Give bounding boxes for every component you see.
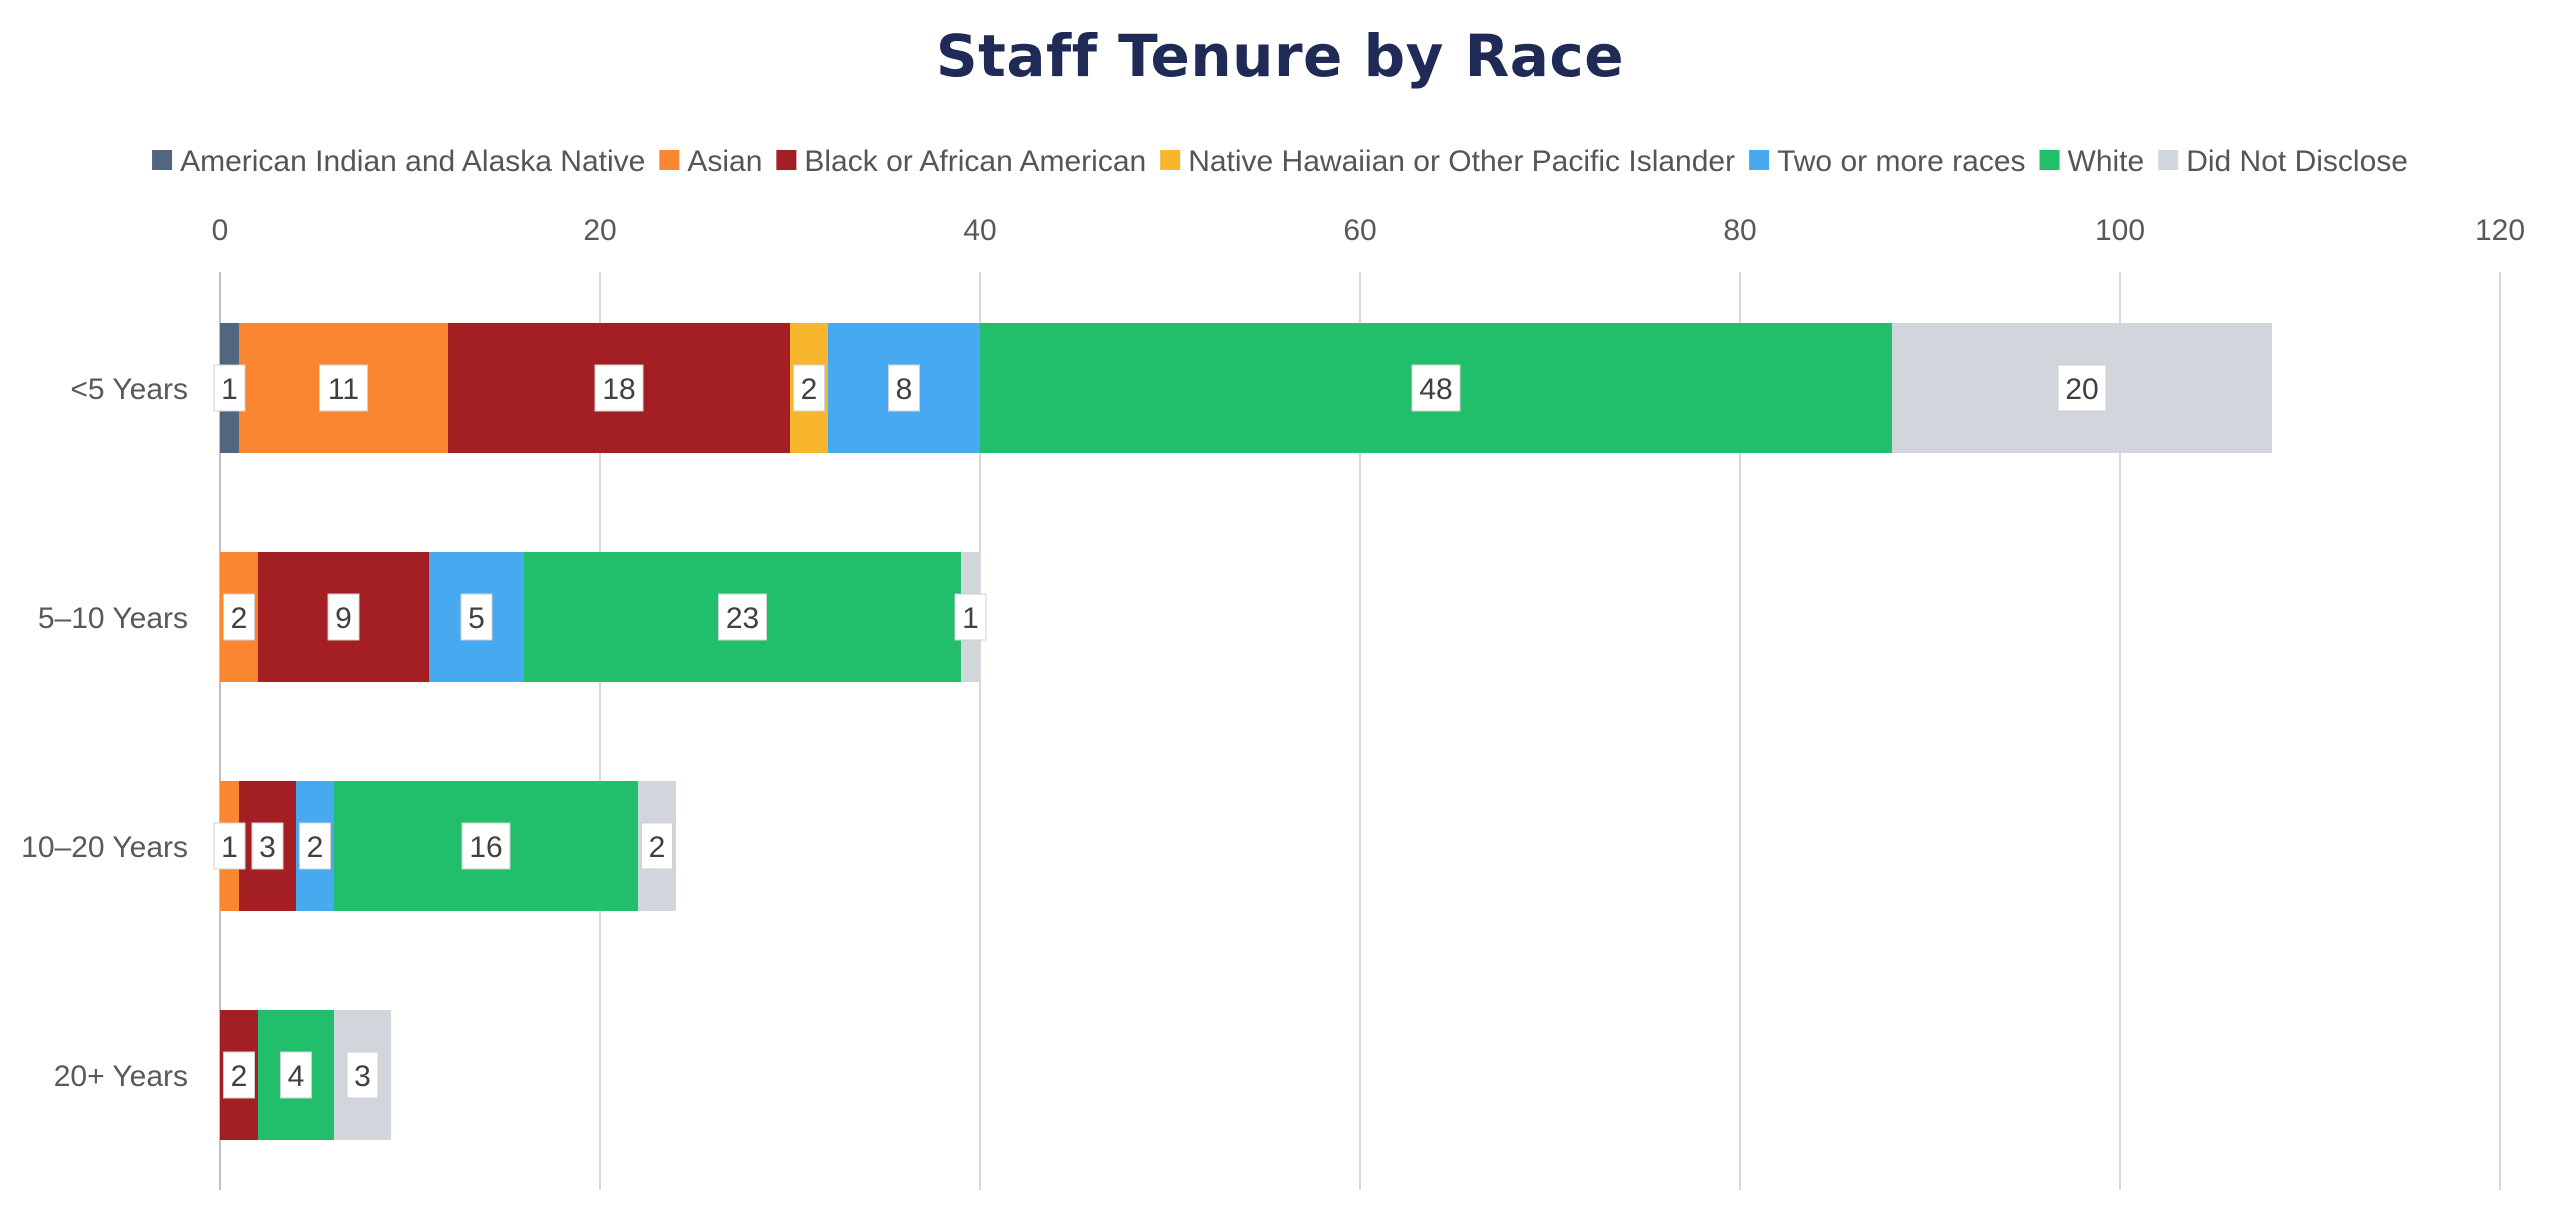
data-label-text: 2 [649, 831, 666, 864]
legend-swatch [2158, 150, 2179, 170]
legend-label: Asian [687, 145, 762, 178]
data-label-text: 1 [221, 831, 238, 864]
legend-item-did-not-disclose: Did Not Disclose [2158, 145, 2408, 178]
data-label-text: 23 [726, 602, 759, 635]
data-label-box [223, 593, 255, 641]
data-label-10-20-years-black-or-african-american: 3 [251, 822, 284, 870]
data-label-text: 4 [288, 1060, 305, 1093]
legend-swatch [1749, 150, 1770, 170]
data-label-box [280, 1051, 312, 1099]
data-label-box [2057, 364, 2107, 412]
data-labels: 1 11 18 2 8 48 202 9 5 23 11 3 2 16 22 4 3 [213, 364, 2107, 1099]
data-label-box [954, 593, 987, 641]
x-tick-label-80: 80 [1723, 214, 1756, 247]
data-label-20-years-white: 4 [280, 1051, 312, 1099]
data-label-text: 5 [468, 602, 485, 635]
legend-label: Two or more races [1777, 145, 2025, 178]
legend-swatch [776, 150, 797, 170]
data-label-5-years-asian: 11 [319, 364, 368, 412]
data-label-box [319, 364, 368, 412]
legend-label: American Indian and Alaska Native [180, 145, 645, 178]
category-label-5-10-years: 5–10 Years [38, 602, 188, 635]
data-label-text: 2 [307, 831, 324, 864]
category-label-20-years: 20+ Years [54, 1060, 188, 1093]
data-label-box [718, 593, 767, 641]
data-label-text: 1 [962, 602, 979, 635]
data-label-5-years-black-or-african-american: 18 [594, 364, 644, 412]
chart-title: Staff Tenure by Race [935, 22, 1625, 90]
data-label-text: 1 [221, 373, 238, 406]
data-label-box [251, 822, 284, 870]
data-label-box [299, 822, 331, 870]
legend-item-two-or-more-races: Two or more races [1749, 145, 2026, 178]
data-label-10-20-years-two-or-more-races: 2 [299, 822, 331, 870]
data-label-text: 2 [231, 602, 248, 635]
data-label-text: 2 [801, 373, 818, 406]
data-label-5-years-did-not-disclose: 20 [2057, 364, 2107, 412]
bars [220, 323, 2272, 1140]
legend-item-white: White [2039, 145, 2145, 178]
data-label-text: 18 [602, 373, 635, 406]
x-tick-label-40: 40 [963, 214, 996, 247]
data-label-5-10-years-asian: 2 [223, 593, 255, 641]
data-label-text: 3 [259, 831, 276, 864]
data-label-text: 8 [896, 373, 913, 406]
data-label-5-years-american-indian-and-alaska-native: 1 [213, 364, 246, 412]
data-label-5-years-two-or-more-races: 8 [888, 364, 920, 412]
data-label-5-years-white: 48 [1411, 364, 1461, 412]
legend-label: Did Not Disclose [2186, 145, 2408, 178]
data-label-box [327, 593, 360, 641]
data-label-text: 11 [328, 373, 359, 406]
legend-label: Black or African American [804, 145, 1146, 178]
data-label-box [641, 822, 673, 870]
legend-swatch [659, 150, 680, 170]
legend-item-native-hawaiian-or-other-pacific-islander: Native Hawaiian or Other Pacific Islande… [1160, 145, 1735, 178]
data-label-box [460, 593, 493, 641]
data-label-box [594, 364, 644, 412]
data-label-box [213, 822, 246, 870]
category-label-5-years: <5 Years [70, 373, 188, 406]
data-label-box [346, 1051, 379, 1099]
data-label-5-10-years-white: 23 [718, 593, 767, 641]
x-axis-ticks: 0 20 40 60 80 100 120 [212, 214, 2525, 247]
legend-swatch [152, 150, 173, 170]
data-label-box [888, 364, 920, 412]
category-label-10-20-years: 10–20 Years [21, 831, 188, 864]
data-label-10-20-years-did-not-disclose: 2 [641, 822, 673, 870]
data-label-box [223, 1051, 255, 1099]
x-tick-label-20: 20 [583, 214, 616, 247]
x-tick-label-100: 100 [2095, 214, 2145, 247]
data-label-5-years-native-hawaiian-or-other-pacific-islander: 2 [793, 364, 825, 412]
x-tick-label-0: 0 [212, 214, 229, 247]
data-label-10-20-years-asian: 1 [213, 822, 246, 870]
legend-label: Native Hawaiian or Other Pacific Islande… [1188, 145, 1735, 178]
data-label-box [461, 822, 511, 870]
data-label-box [793, 364, 825, 412]
data-label-20-years-did-not-disclose: 3 [346, 1051, 379, 1099]
data-label-box [1411, 364, 1461, 412]
data-label-text: 3 [354, 1060, 371, 1093]
legend-swatch [2039, 150, 2060, 170]
data-label-5-10-years-did-not-disclose: 1 [954, 593, 987, 641]
data-label-5-10-years-black-or-african-american: 9 [327, 593, 360, 641]
legend-label: White [2068, 145, 2145, 178]
legend-item-black-or-african-american: Black or African American [776, 145, 1146, 178]
data-label-text: 20 [2065, 373, 2098, 406]
data-label-5-10-years-two-or-more-races: 5 [460, 593, 493, 641]
data-label-text: 9 [335, 602, 352, 635]
data-label-text: 48 [1419, 373, 1452, 406]
data-label-20-years-black-or-african-american: 2 [223, 1051, 255, 1099]
legend-item-american-indian-and-alaska-native: American Indian and Alaska Native [152, 145, 645, 178]
data-label-10-20-years-white: 16 [461, 822, 511, 870]
data-label-text: 16 [469, 831, 502, 864]
legend: American Indian and Alaska Native Asian Bl… [152, 145, 2408, 178]
data-label-box [213, 364, 246, 412]
legend-item-asian: Asian [659, 145, 762, 178]
x-tick-label-60: 60 [1343, 214, 1376, 247]
x-tick-label-120: 120 [2475, 214, 2525, 247]
category-labels: <5 Years 5–10 Years 10–20 Years 20+ Years [21, 373, 188, 1093]
data-label-text: 2 [231, 1060, 248, 1093]
legend-swatch [1160, 150, 1181, 170]
